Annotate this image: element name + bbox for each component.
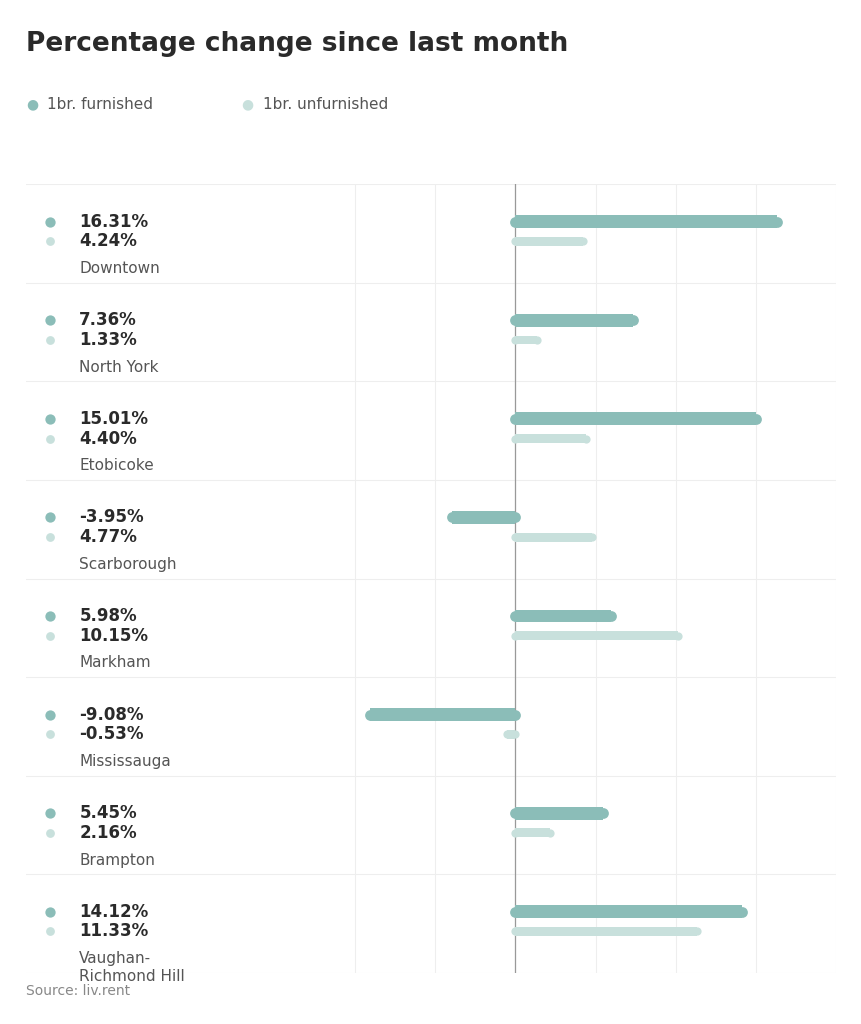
Point [508,924,522,940]
Bar [515,434,585,443]
Point [362,707,376,723]
Point [508,824,522,841]
Bar [515,314,633,327]
Text: ●: ● [241,97,253,112]
Bar [515,905,741,919]
Text: 4.40%: 4.40% [79,430,137,447]
Point [579,430,592,446]
Point [508,509,522,525]
Point [508,411,522,427]
Bar [515,413,755,425]
Text: -0.53%: -0.53% [79,725,144,743]
Point [43,608,57,625]
Point [530,332,543,348]
Point [508,430,522,446]
Point [43,628,57,644]
Text: -3.95%: -3.95% [79,509,144,526]
Text: Etobicoke: Etobicoke [79,459,154,473]
Point [508,332,522,348]
Point [508,903,522,920]
Text: Source: liv.rent: Source: liv.rent [26,984,130,998]
Point [595,805,609,821]
Text: -9.08%: -9.08% [79,706,144,724]
Point [43,529,57,546]
Point [43,509,57,525]
Point [43,332,57,348]
Point [748,411,762,427]
Text: Markham: Markham [79,655,151,671]
Bar [515,927,697,936]
Point [508,707,522,723]
Text: Brampton: Brampton [79,853,155,867]
Point [604,608,617,625]
Text: Downtown: Downtown [79,261,160,276]
Text: 16.31%: 16.31% [79,213,148,230]
Point [508,214,522,230]
Text: ●: ● [26,97,38,112]
Point [43,903,57,920]
Text: 2.16%: 2.16% [79,824,137,842]
Point [508,529,522,546]
Point [43,233,57,250]
Bar [451,511,515,524]
Point [43,312,57,329]
Point [508,608,522,625]
Point [734,903,748,920]
Point [43,430,57,446]
Point [444,509,458,525]
Bar [515,609,610,623]
Text: Scarborough: Scarborough [79,557,177,571]
Text: North York: North York [79,359,158,375]
Text: 10.15%: 10.15% [79,627,148,645]
Text: Vaughan-
Richmond Hill: Vaughan- Richmond Hill [79,951,185,983]
Text: Mississauga: Mississauga [79,754,170,769]
Point [508,805,522,821]
Point [769,214,783,230]
Text: 1br. furnished: 1br. furnished [47,97,153,113]
Text: 5.45%: 5.45% [79,804,137,822]
Point [690,924,703,940]
Point [43,707,57,723]
Text: 11.33%: 11.33% [79,923,148,940]
Point [43,924,57,940]
Point [43,411,57,427]
Bar [515,807,602,819]
Point [585,529,598,546]
Bar [369,709,515,721]
Text: 7.36%: 7.36% [79,311,137,330]
Text: 1br. unfurnished: 1br. unfurnished [263,97,387,113]
Point [43,824,57,841]
Point [576,233,590,250]
Point [508,233,522,250]
Point [508,312,522,329]
Text: 4.24%: 4.24% [79,232,137,251]
Point [671,628,684,644]
Point [508,628,522,644]
Text: 5.98%: 5.98% [79,607,137,625]
Bar [515,631,678,640]
Text: 4.77%: 4.77% [79,528,137,546]
Point [43,214,57,230]
Bar [515,237,583,246]
Text: 1.33%: 1.33% [79,331,137,349]
Bar [515,828,549,838]
Point [43,805,57,821]
Point [626,312,640,329]
Bar [515,532,592,542]
Point [542,824,556,841]
Text: Percentage change since last month: Percentage change since last month [26,31,567,56]
Text: 15.01%: 15.01% [79,410,148,428]
Point [499,726,513,742]
Point [43,726,57,742]
Bar [506,730,515,738]
Point [508,726,522,742]
Text: 14.12%: 14.12% [79,903,148,921]
Bar [515,336,536,344]
Bar [515,215,776,228]
